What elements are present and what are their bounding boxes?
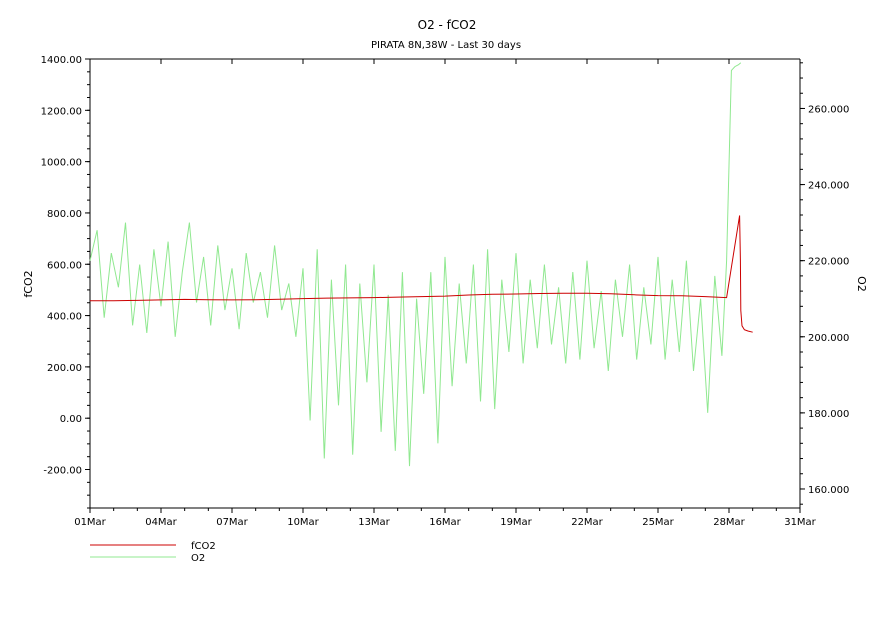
x-tick-label: 01Mar <box>74 517 106 528</box>
y-axis-right-title: O2 <box>855 276 868 292</box>
axis-ticks: 01Mar 04Mar 07Mar 10Mar 13Mar 16Mar 19Mar 22Mar… <box>41 55 850 528</box>
plot-area <box>89 58 801 509</box>
x-tick-label: 19Mar <box>500 517 532 528</box>
x-tick-label: 07Mar <box>216 517 248 528</box>
y-right-tick-label: 160.000 <box>808 485 849 496</box>
chart-title: O2 - fCO2 <box>418 18 477 32</box>
y-axis-left-title: fCO2 <box>22 270 35 297</box>
y-right-tick-label: 260.000 <box>808 104 849 115</box>
chart-subtitle: PIRATA 8N,38W - Last 30 days <box>371 40 521 51</box>
x-tick-label: 16Mar <box>429 517 461 528</box>
series-layer <box>89 62 753 467</box>
x-tick-label: 22Mar <box>571 517 603 528</box>
x-tick-label: 31Mar <box>784 517 816 528</box>
y-right-tick-label: 220.000 <box>808 257 849 268</box>
y-left-tick-label: 800.00 <box>47 209 82 220</box>
x-tick-label: 25Mar <box>642 517 674 528</box>
series-line-o2 <box>89 62 742 467</box>
y-left-tick-label: 600.00 <box>47 260 82 271</box>
y-right-tick-label: 240.000 <box>808 181 849 192</box>
x-tick-label: 10Mar <box>287 517 319 528</box>
x-tick-label: 13Mar <box>358 517 390 528</box>
y-left-tick-label: 1200.00 <box>41 106 82 117</box>
series-line-fco2 <box>90 215 753 333</box>
x-tick-label: 04Mar <box>145 517 177 528</box>
y-right-tick-label: 180.000 <box>808 409 849 420</box>
y-left-tick-label: 200.00 <box>47 363 82 374</box>
y-left-tick-label: 1000.00 <box>41 158 82 169</box>
x-tick-label: 28Mar <box>713 517 745 528</box>
legend-label-o2: O2 <box>191 553 205 564</box>
y-left-tick-label: 400.00 <box>47 312 82 323</box>
legend-label-fco2: fCO2 <box>191 541 216 552</box>
y-right-tick-label: 200.000 <box>808 333 849 344</box>
y-left-tick-label: 1400.00 <box>41 55 82 66</box>
y-left-tick-label: -200.00 <box>43 466 82 477</box>
y-left-tick-label: 0.00 <box>60 414 82 425</box>
